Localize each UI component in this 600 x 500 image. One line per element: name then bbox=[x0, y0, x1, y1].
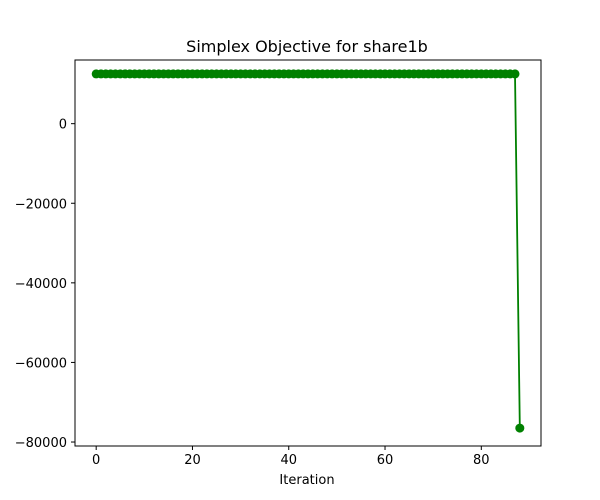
x-tick-label: 20 bbox=[184, 453, 201, 468]
x-axis-label: Iteration bbox=[279, 473, 334, 488]
series-layer bbox=[91, 69, 525, 433]
x-tick-label: 60 bbox=[377, 453, 394, 468]
y-tick-label: −80000 bbox=[15, 436, 67, 451]
plot-area bbox=[75, 60, 541, 446]
x-tick-label: 40 bbox=[280, 453, 297, 468]
x-axis-ticks: 0 20 40 60 80 bbox=[92, 446, 490, 468]
y-tick-label: 0 bbox=[59, 118, 67, 133]
y-tick-label: −60000 bbox=[15, 356, 67, 371]
y-tick-label: −40000 bbox=[15, 277, 67, 292]
axes-frame bbox=[74, 59, 542, 447]
y-tick-label: −20000 bbox=[15, 197, 67, 212]
data-point bbox=[510, 69, 520, 79]
data-point bbox=[515, 423, 525, 433]
x-tick-label: 0 bbox=[92, 453, 100, 468]
y-axis-ticks: 0 −20000 −40000 −60000 −80000 bbox=[15, 118, 75, 451]
axes-layer bbox=[74, 59, 542, 447]
x-tick-label: 80 bbox=[473, 453, 490, 468]
plot-background bbox=[75, 60, 541, 446]
chart-title: Simplex Objective for share1b bbox=[186, 37, 428, 56]
